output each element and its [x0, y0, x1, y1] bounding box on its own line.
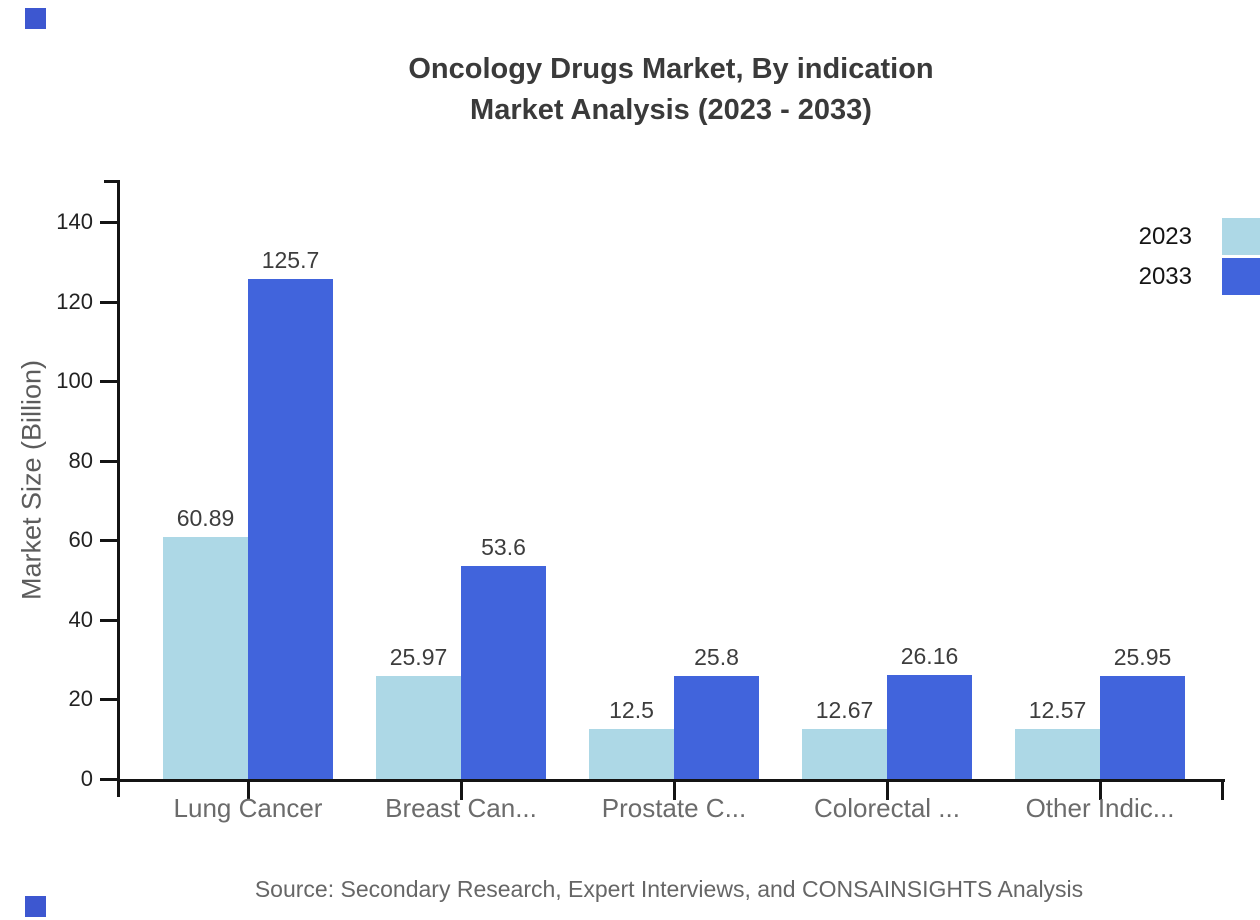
- y-tick-label: 20: [68, 686, 93, 712]
- bar-2023-breast-can: [376, 676, 461, 779]
- x-category-label: Other Indic...: [1025, 793, 1175, 823]
- y-tick-label: 120: [56, 288, 93, 314]
- bar-2023-other-indic: [1015, 729, 1100, 779]
- corner-mark-bottom-left: [25, 896, 46, 917]
- legend-label: 2023: [1138, 223, 1192, 250]
- x-axis-tick: [1221, 779, 1224, 800]
- x-category-label: Colorectal ...: [814, 793, 960, 823]
- bar-2033-other-indic: [1100, 676, 1185, 779]
- x-axis-tick: [886, 779, 889, 800]
- legend-item-2023: 2023: [1139, 218, 1260, 255]
- source-note: Source: Secondary Research, Expert Inter…: [254, 876, 1084, 902]
- bar-2033-colorectal: [887, 675, 972, 779]
- bar-2023-colorectal: [802, 729, 887, 779]
- x-category-label: Prostate C...: [601, 793, 747, 823]
- corner-mark-top-left: [25, 8, 46, 29]
- y-tick-label: 60: [68, 527, 93, 553]
- bar-value-label: 125.7: [261, 247, 320, 273]
- legend: 2023 2033: [1139, 218, 1260, 295]
- x-axis-tick: [247, 779, 250, 800]
- bar-value-label: 25.95: [1113, 644, 1172, 670]
- y-axis-tick: [100, 618, 117, 622]
- bar-value-label: 25.97: [389, 644, 448, 670]
- legend-swatch-icon: [1222, 218, 1260, 255]
- y-axis-tick: [100, 459, 117, 463]
- chart-title-line1: Oncology Drugs Market, By indication: [408, 53, 934, 85]
- y-tick-label: 140: [56, 209, 93, 234]
- bar-value-label: 60.89: [176, 505, 235, 531]
- x-axis-tick: [460, 779, 463, 800]
- y-tick-label: 80: [68, 447, 93, 473]
- y-tick-label: 40: [68, 606, 93, 632]
- legend-label: 2033: [1138, 263, 1192, 290]
- bar-value-label: 53.6: [481, 534, 526, 560]
- y-axis-tick: [100, 539, 117, 543]
- x-category-label: Lung Cancer: [173, 793, 323, 823]
- chart-title-line2: Market Analysis (2023 - 2033): [470, 94, 872, 126]
- y-axis-line: [117, 180, 120, 797]
- y-axis-tick: [100, 300, 117, 304]
- chart-title: Oncology Drugs Market, By indication Mar…: [408, 49, 933, 131]
- bar-2023-lung-cancer: [163, 537, 248, 779]
- y-axis-tick: [100, 221, 117, 224]
- bar-value-label: 12.67: [815, 697, 874, 723]
- bar-value-label: 12.5: [609, 697, 654, 723]
- x-axis-tick: [1099, 779, 1102, 800]
- bar-2033-lung-cancer: [248, 279, 333, 779]
- bar-value-label: 12.57: [1028, 697, 1087, 723]
- x-axis-tick: [673, 779, 676, 800]
- y-axis-tick: [100, 778, 117, 781]
- y-tick-label: 0: [80, 766, 93, 791]
- y-axis-tick: [100, 380, 117, 384]
- y-axis-end-cap-tick: [104, 180, 117, 183]
- bar-value-label: 25.8: [694, 644, 739, 670]
- bar-value-label: 26.16: [900, 643, 959, 669]
- bar-2033-breast-can: [461, 566, 546, 779]
- y-axis-tick: [100, 698, 117, 702]
- bar-2033-prostate-c: [674, 676, 759, 779]
- legend-swatch-icon: [1222, 258, 1260, 295]
- y-tick-label: 100: [56, 368, 93, 394]
- bar-2023-prostate-c: [589, 729, 674, 779]
- legend-item-2033: 2033: [1139, 258, 1260, 295]
- x-axis-line: [117, 779, 1225, 782]
- x-category-label: Breast Can...: [385, 793, 537, 823]
